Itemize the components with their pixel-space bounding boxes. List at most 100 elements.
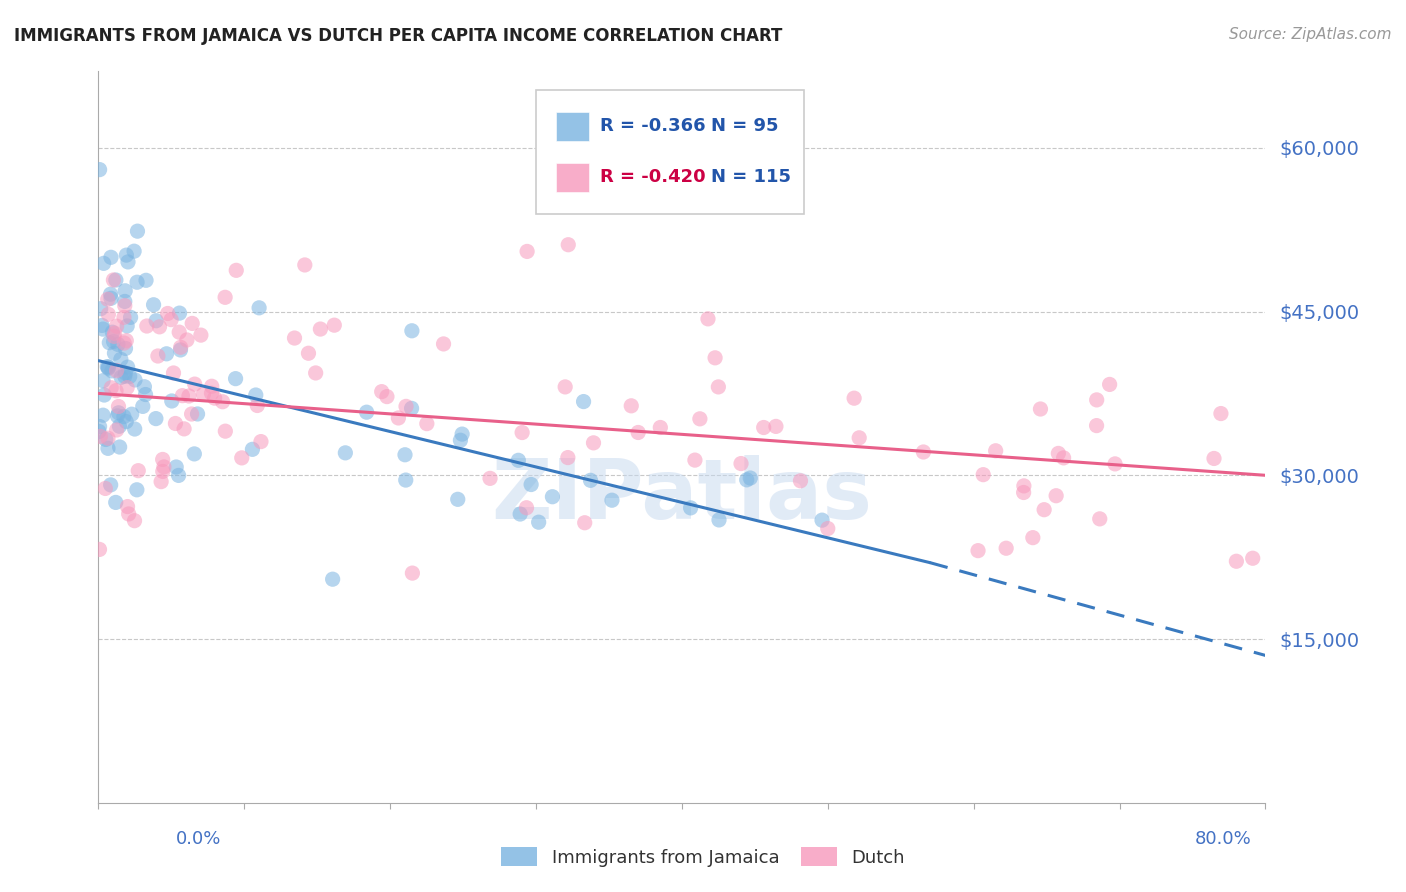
Point — [984, 443, 1007, 458]
Point — [90, 301, 112, 316]
Point — [190, 328, 212, 343]
Point — [574, 516, 596, 530]
Point — [322, 572, 344, 586]
Point — [97, 442, 120, 456]
Point — [150, 475, 173, 489]
Point — [394, 448, 416, 462]
Point — [114, 284, 136, 298]
Point — [509, 507, 531, 521]
Point — [165, 460, 187, 475]
Point — [967, 543, 990, 558]
Point — [124, 373, 146, 387]
Text: Source: ZipAtlas.com: Source: ZipAtlas.com — [1229, 27, 1392, 42]
Point — [103, 346, 125, 360]
Point — [515, 500, 537, 515]
Point — [187, 407, 209, 421]
Point — [110, 352, 132, 367]
Point — [1202, 451, 1225, 466]
Text: 0.0%: 0.0% — [176, 830, 221, 847]
Point — [156, 306, 179, 320]
Point — [912, 445, 935, 459]
Point — [817, 522, 839, 536]
Point — [214, 290, 236, 304]
Point — [309, 322, 332, 336]
Point — [707, 380, 730, 394]
Point — [121, 407, 143, 421]
Point — [97, 293, 120, 307]
Point — [108, 419, 131, 434]
Point — [395, 400, 418, 414]
Point — [416, 417, 439, 431]
Point — [115, 415, 138, 429]
Point — [135, 273, 157, 287]
Point — [1045, 489, 1067, 503]
Point — [294, 258, 316, 272]
Point — [283, 331, 305, 345]
Point — [97, 360, 120, 375]
Point — [387, 411, 409, 425]
Point — [127, 224, 149, 238]
Point — [104, 273, 127, 287]
Point — [683, 453, 706, 467]
Point — [557, 237, 579, 252]
Point — [167, 468, 190, 483]
Point — [1225, 554, 1247, 568]
Point — [117, 500, 139, 514]
Point — [204, 391, 226, 405]
Text: R = -0.366: R = -0.366 — [600, 117, 706, 136]
Point — [1029, 402, 1052, 417]
Point — [100, 287, 122, 301]
Point — [101, 325, 124, 339]
Point — [579, 473, 602, 487]
Point — [177, 389, 200, 403]
Point — [246, 399, 269, 413]
Point — [148, 319, 170, 334]
Point — [125, 275, 148, 289]
Point — [650, 420, 672, 434]
Point — [169, 340, 191, 354]
Point — [100, 291, 122, 305]
Point — [93, 256, 115, 270]
Point — [114, 366, 136, 380]
Point — [510, 425, 533, 440]
Text: R = -0.420: R = -0.420 — [600, 169, 706, 186]
Point — [395, 473, 418, 487]
Point — [572, 394, 595, 409]
Text: ZIPatlas: ZIPatlas — [492, 455, 872, 536]
Point — [245, 388, 267, 402]
Legend: Immigrants from Jamaica, Dutch: Immigrants from Jamaica, Dutch — [494, 840, 912, 874]
Point — [554, 380, 576, 394]
Point — [107, 406, 129, 420]
Point — [107, 409, 129, 423]
Point — [1085, 418, 1108, 433]
Point — [117, 255, 139, 269]
Point — [169, 306, 191, 320]
Point — [124, 514, 146, 528]
Point — [704, 351, 727, 365]
Point — [1098, 377, 1121, 392]
Point — [160, 394, 183, 409]
Point — [105, 423, 128, 437]
Point — [160, 312, 183, 326]
Point — [193, 387, 215, 401]
Point — [127, 464, 149, 478]
Point — [1104, 457, 1126, 471]
Point — [87, 425, 110, 439]
Point — [516, 244, 538, 259]
Point — [112, 336, 135, 351]
Point — [98, 335, 121, 350]
Point — [183, 377, 205, 392]
Point — [104, 495, 127, 509]
Point — [1052, 450, 1074, 465]
Point — [1033, 502, 1056, 516]
Point — [305, 366, 328, 380]
Point — [600, 493, 623, 508]
Point — [679, 500, 702, 515]
Point — [89, 162, 111, 177]
Point — [697, 311, 720, 326]
Point — [401, 566, 423, 580]
Point — [115, 248, 138, 262]
Point — [707, 513, 730, 527]
Text: IMMIGRANTS FROM JAMAICA VS DUTCH PER CAPITA INCOME CORRELATION CHART: IMMIGRANTS FROM JAMAICA VS DUTCH PER CAP… — [14, 27, 782, 45]
Point — [165, 417, 187, 431]
